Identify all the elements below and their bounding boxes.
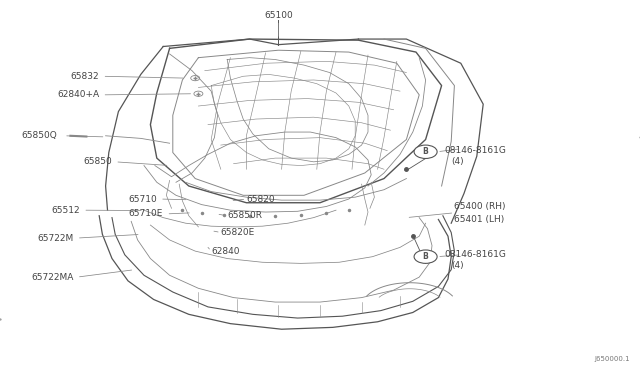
Text: 65850Q: 65850Q: [22, 131, 58, 140]
Text: 65850: 65850: [83, 157, 112, 166]
Text: 65722M: 65722M: [37, 234, 74, 243]
Text: 65710: 65710: [128, 195, 157, 203]
Text: B: B: [423, 252, 428, 261]
Text: 65820: 65820: [246, 195, 275, 203]
Text: 08146-8161G: 08146-8161G: [445, 250, 507, 259]
Text: J650000.1: J650000.1: [595, 356, 630, 362]
Text: (4): (4): [451, 157, 464, 166]
Text: 65400 (RH): 65400 (RH): [454, 202, 506, 211]
Text: 65722MA: 65722MA: [31, 273, 74, 282]
Text: (4): (4): [451, 262, 464, 270]
Text: 65710E: 65710E: [129, 209, 163, 218]
Text: B: B: [423, 147, 428, 156]
Text: 65832: 65832: [70, 72, 99, 81]
Text: 62840: 62840: [211, 247, 240, 256]
Text: 65401 (LH): 65401 (LH): [454, 215, 505, 224]
Text: 65100: 65100: [264, 12, 292, 20]
Text: 08146-8161G: 08146-8161G: [445, 146, 507, 155]
Circle shape: [414, 145, 437, 158]
Text: 65820E: 65820E: [221, 228, 255, 237]
Text: 65850R: 65850R: [227, 211, 262, 220]
Circle shape: [414, 250, 437, 263]
Text: 65512: 65512: [51, 206, 80, 215]
Text: 62840+A: 62840+A: [57, 90, 99, 99]
